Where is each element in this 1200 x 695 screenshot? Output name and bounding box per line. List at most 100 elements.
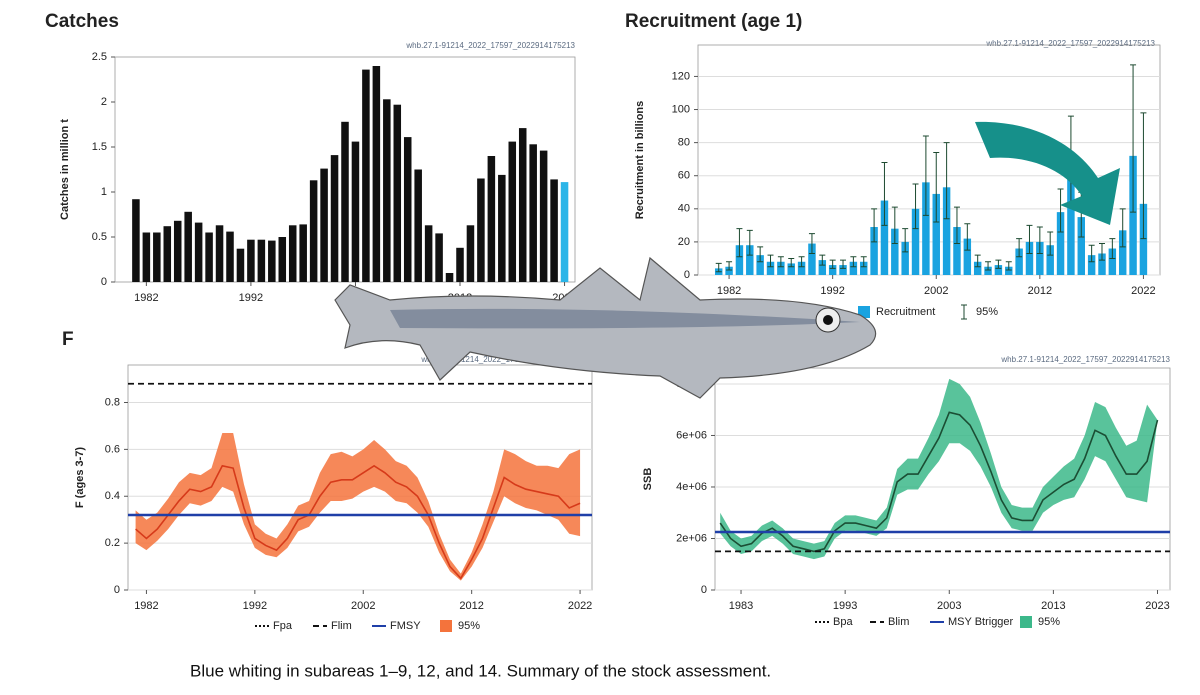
bar bbox=[984, 266, 992, 275]
legend-label: Recruitment bbox=[876, 306, 935, 318]
error-bar bbox=[798, 256, 805, 268]
error-bar bbox=[1098, 243, 1105, 261]
bar bbox=[142, 232, 151, 282]
bar bbox=[911, 208, 920, 275]
annotation: whb.27.1-91214_2022_17597_2022914175213 bbox=[1000, 355, 1170, 364]
bar bbox=[477, 178, 485, 282]
bar bbox=[1056, 212, 1065, 275]
bar bbox=[735, 245, 744, 275]
legend-label: Blim bbox=[888, 616, 909, 628]
x-tick-label: 2002 bbox=[351, 600, 375, 612]
bar bbox=[351, 141, 360, 282]
y-axis-label: SSB bbox=[642, 468, 654, 491]
error-bar bbox=[1130, 64, 1137, 213]
fish-back bbox=[390, 308, 860, 329]
bar bbox=[236, 248, 245, 282]
bar bbox=[828, 265, 837, 275]
error-bar bbox=[715, 262, 722, 273]
error-bar bbox=[995, 259, 1002, 269]
bar bbox=[973, 261, 982, 275]
bar bbox=[560, 182, 569, 282]
bar bbox=[508, 141, 517, 282]
bar bbox=[403, 137, 412, 282]
x-tick-label: 1982 bbox=[717, 285, 741, 297]
bar bbox=[922, 182, 930, 275]
y-tick-label: 0 bbox=[114, 584, 120, 596]
x-tick-label: 2023 bbox=[1145, 600, 1169, 612]
x-tick-label: 1982 bbox=[134, 292, 158, 304]
bar bbox=[849, 261, 858, 275]
bar bbox=[932, 193, 940, 275]
error-bar bbox=[985, 261, 992, 271]
fish bbox=[334, 256, 877, 399]
y-tick-label: 2e+06 bbox=[676, 532, 707, 544]
error-bar bbox=[736, 228, 743, 258]
x-tick-label: 2003 bbox=[937, 600, 961, 612]
error-bar bbox=[1140, 112, 1147, 240]
legend-swatch bbox=[961, 304, 967, 320]
y-tick-label: 1.5 bbox=[92, 141, 107, 153]
bar bbox=[797, 261, 806, 275]
bar bbox=[309, 180, 318, 282]
confidence-band bbox=[720, 378, 1158, 560]
bar bbox=[953, 227, 961, 275]
bar bbox=[787, 263, 795, 275]
bar bbox=[818, 260, 827, 275]
y-tick-label: 0.4 bbox=[105, 490, 120, 502]
error-bar bbox=[808, 233, 815, 254]
bar bbox=[1087, 255, 1096, 275]
error-bar bbox=[974, 254, 981, 268]
error-bar bbox=[1036, 226, 1043, 254]
x-tick-label: 1983 bbox=[729, 600, 753, 612]
bar bbox=[1108, 248, 1117, 275]
bar bbox=[1015, 248, 1023, 275]
bar bbox=[1046, 245, 1054, 275]
caption: Blue whiting in subareas 1–9, 12, and 14… bbox=[190, 661, 771, 680]
error-bar bbox=[1047, 231, 1054, 256]
legend-label: FMSY bbox=[390, 620, 421, 632]
y-tick-label: 100 bbox=[672, 103, 690, 115]
x-tick-label: 2012 bbox=[1028, 285, 1052, 297]
bar bbox=[320, 168, 328, 282]
bar bbox=[766, 261, 775, 275]
y-axis-label: Catches in million t bbox=[59, 119, 71, 220]
error-bar bbox=[933, 152, 940, 223]
bar bbox=[529, 144, 537, 282]
bar bbox=[550, 179, 558, 282]
y-tick-label: 6e+06 bbox=[676, 429, 707, 441]
bar bbox=[330, 155, 339, 282]
y-tick-label: 0.6 bbox=[105, 443, 120, 455]
error-bar bbox=[953, 206, 960, 245]
bar bbox=[205, 232, 213, 282]
bar bbox=[184, 211, 192, 282]
error-bar bbox=[1057, 188, 1064, 233]
y-tick-label: 2.5 bbox=[92, 51, 107, 63]
y-axis-label: Recruitment in billions bbox=[634, 101, 646, 220]
legend-label: Flim bbox=[331, 620, 352, 632]
y-tick-label: 0 bbox=[101, 276, 107, 288]
x-tick-label: 2012 bbox=[459, 600, 483, 612]
x-tick-label: 1992 bbox=[239, 292, 263, 304]
bar bbox=[539, 150, 548, 282]
bar bbox=[880, 200, 889, 275]
y-tick-label: 4e+06 bbox=[676, 481, 707, 493]
y-tick-label: 0.8 bbox=[105, 396, 120, 408]
bar bbox=[808, 243, 816, 275]
bar bbox=[372, 66, 381, 282]
x-tick-label: 1982 bbox=[134, 600, 158, 612]
bar bbox=[870, 227, 878, 275]
legend-label: 95% bbox=[458, 620, 480, 632]
annotation: whb.27.1-91214_2022_17597_2022914175213 bbox=[985, 39, 1155, 48]
y-tick-label: 20 bbox=[678, 236, 690, 248]
bar bbox=[194, 222, 203, 282]
y-tick-label: 80 bbox=[678, 137, 690, 149]
chart-title: Recruitment (age 1) bbox=[625, 11, 802, 32]
arrow bbox=[975, 121, 1120, 225]
error-bar bbox=[840, 259, 847, 269]
error-bar bbox=[1109, 238, 1116, 259]
error-bar bbox=[1016, 238, 1023, 258]
bar bbox=[777, 261, 785, 275]
error-bar bbox=[850, 256, 857, 268]
error-bar bbox=[912, 183, 919, 230]
bar bbox=[299, 224, 307, 282]
